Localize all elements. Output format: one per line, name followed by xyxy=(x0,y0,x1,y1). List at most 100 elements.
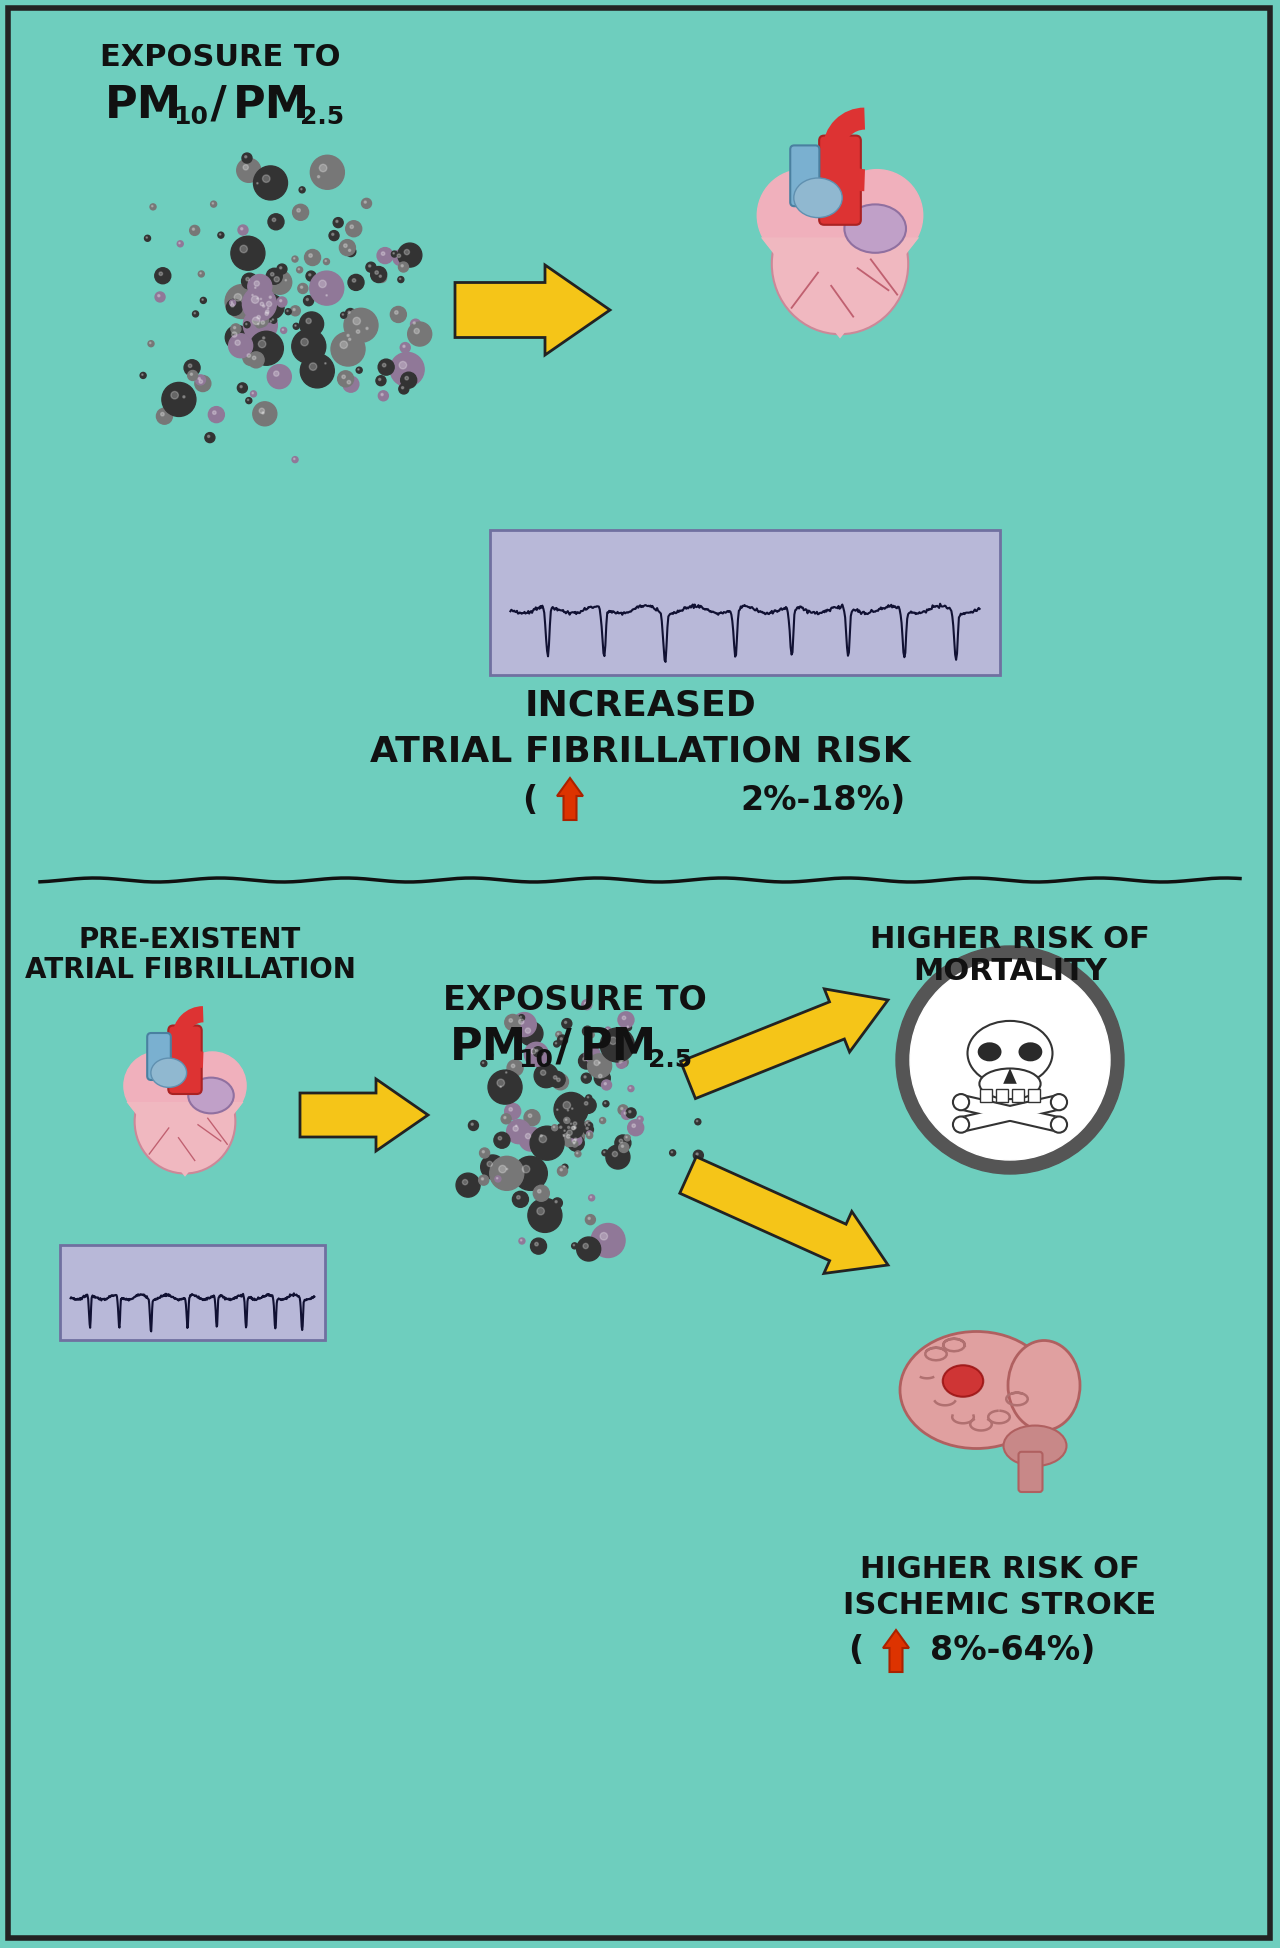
Circle shape xyxy=(262,175,270,183)
Circle shape xyxy=(161,382,196,417)
Text: PM: PM xyxy=(451,1027,527,1069)
Circle shape xyxy=(398,277,404,282)
Circle shape xyxy=(621,1145,623,1147)
FancyBboxPatch shape xyxy=(1019,1451,1042,1492)
Circle shape xyxy=(246,397,252,403)
Circle shape xyxy=(265,310,269,314)
Circle shape xyxy=(369,265,371,267)
Circle shape xyxy=(512,1013,536,1036)
Ellipse shape xyxy=(978,1042,1001,1062)
FancyArrow shape xyxy=(300,1079,428,1151)
Circle shape xyxy=(584,1046,600,1062)
Circle shape xyxy=(622,1110,631,1120)
Circle shape xyxy=(191,374,192,376)
Circle shape xyxy=(513,1126,518,1132)
Circle shape xyxy=(558,1034,567,1044)
Circle shape xyxy=(349,224,353,228)
Circle shape xyxy=(320,164,326,171)
Circle shape xyxy=(609,1036,617,1044)
Circle shape xyxy=(155,267,170,284)
Circle shape xyxy=(483,1151,484,1153)
Circle shape xyxy=(518,1015,525,1021)
Circle shape xyxy=(183,395,186,397)
Circle shape xyxy=(270,273,274,277)
Circle shape xyxy=(579,1054,594,1069)
Circle shape xyxy=(284,279,289,284)
Circle shape xyxy=(568,1136,584,1151)
Circle shape xyxy=(344,308,378,343)
Circle shape xyxy=(266,306,271,312)
Circle shape xyxy=(621,1060,623,1062)
Ellipse shape xyxy=(794,177,842,218)
Circle shape xyxy=(401,343,410,353)
Circle shape xyxy=(177,242,183,247)
Circle shape xyxy=(329,230,339,242)
FancyBboxPatch shape xyxy=(996,1089,1007,1103)
Circle shape xyxy=(481,1060,486,1066)
Ellipse shape xyxy=(772,193,909,335)
Circle shape xyxy=(338,370,353,388)
Circle shape xyxy=(293,205,308,220)
Circle shape xyxy=(124,1052,192,1120)
Circle shape xyxy=(518,1239,525,1245)
Circle shape xyxy=(517,1196,520,1200)
Circle shape xyxy=(305,249,320,265)
Circle shape xyxy=(237,384,247,393)
Circle shape xyxy=(626,1025,631,1030)
Circle shape xyxy=(570,1106,576,1112)
Circle shape xyxy=(234,294,242,302)
Circle shape xyxy=(252,356,256,360)
Circle shape xyxy=(306,298,308,300)
Circle shape xyxy=(586,1122,593,1128)
Circle shape xyxy=(481,1179,484,1180)
Circle shape xyxy=(353,318,361,325)
Circle shape xyxy=(622,1017,626,1019)
Circle shape xyxy=(408,321,431,347)
Circle shape xyxy=(571,1126,575,1130)
Circle shape xyxy=(376,273,387,282)
Text: HIGHER RISK OF: HIGHER RISK OF xyxy=(870,925,1149,955)
Circle shape xyxy=(260,409,269,419)
Circle shape xyxy=(333,218,343,228)
Circle shape xyxy=(361,199,371,208)
Circle shape xyxy=(553,1075,557,1079)
Circle shape xyxy=(343,244,347,247)
Circle shape xyxy=(335,220,338,222)
Circle shape xyxy=(626,1108,636,1118)
Circle shape xyxy=(568,1122,584,1138)
Circle shape xyxy=(594,1069,611,1087)
Ellipse shape xyxy=(188,1077,234,1114)
Circle shape xyxy=(390,353,424,386)
Circle shape xyxy=(293,308,296,310)
Circle shape xyxy=(530,1126,564,1161)
Circle shape xyxy=(531,1048,536,1054)
Circle shape xyxy=(157,294,160,296)
Circle shape xyxy=(251,392,256,397)
Circle shape xyxy=(376,376,387,386)
FancyArrow shape xyxy=(883,1630,909,1671)
Ellipse shape xyxy=(134,1069,236,1173)
Circle shape xyxy=(456,1173,480,1198)
Circle shape xyxy=(268,214,284,230)
Circle shape xyxy=(1051,1116,1068,1132)
Circle shape xyxy=(188,370,197,380)
Circle shape xyxy=(184,360,200,376)
Ellipse shape xyxy=(900,1332,1053,1449)
Circle shape xyxy=(352,325,369,341)
Ellipse shape xyxy=(943,1366,983,1397)
Circle shape xyxy=(584,1075,586,1077)
Text: HIGHER RISK OF: HIGHER RISK OF xyxy=(860,1556,1140,1584)
Circle shape xyxy=(600,1233,608,1241)
Ellipse shape xyxy=(151,1058,187,1087)
Circle shape xyxy=(246,277,250,281)
Circle shape xyxy=(831,169,923,261)
Circle shape xyxy=(522,1165,530,1173)
Circle shape xyxy=(614,1136,631,1151)
Circle shape xyxy=(586,1128,589,1130)
Circle shape xyxy=(554,1093,588,1126)
Circle shape xyxy=(600,1029,635,1062)
Circle shape xyxy=(378,358,394,376)
Circle shape xyxy=(585,1216,595,1225)
Circle shape xyxy=(562,1134,567,1140)
Circle shape xyxy=(564,1124,575,1134)
